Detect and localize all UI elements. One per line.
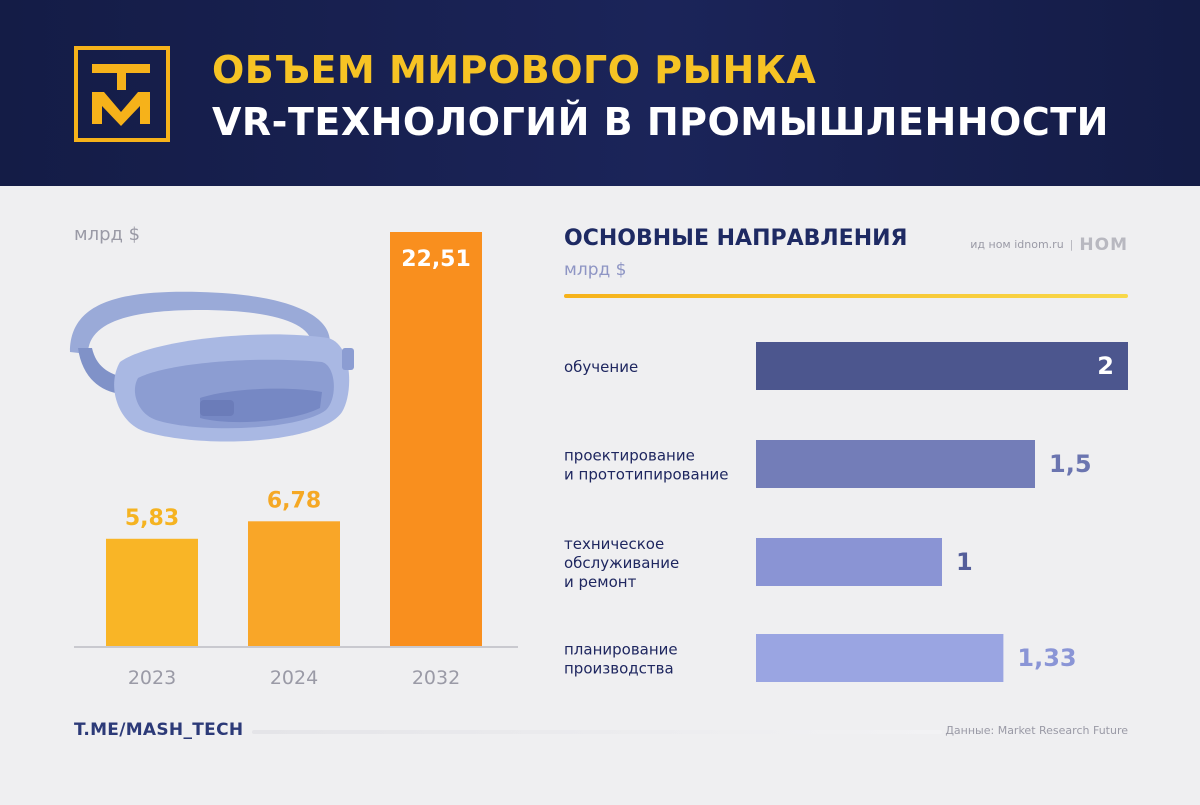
left-chart-unit: млрд $ (74, 224, 141, 245)
left-chart-baseline (74, 646, 518, 648)
category-label-1-1: и прототипирование (564, 466, 729, 484)
hbar-2 (756, 538, 942, 586)
mash-logo-icon (74, 46, 170, 142)
hbar-0 (756, 342, 1128, 390)
title-line-2: VR-ТЕХНОЛОГИЙ В ПРОМЫШЛЕННОСТИ (212, 100, 1109, 144)
category-label-1-0: проектирование (564, 447, 695, 465)
bar-value-label-2023: 5,83 (125, 506, 179, 531)
hbar-3 (756, 634, 1004, 682)
x-tick-label-2032: 2032 (412, 667, 460, 689)
hbar-1 (756, 440, 1035, 488)
category-label-0-0: обучение (564, 358, 638, 376)
bar-2023 (106, 538, 198, 646)
gold-divider (564, 294, 1128, 298)
category-label-2-1: обслуживание (564, 554, 679, 572)
bar-2032 (390, 232, 482, 646)
header-banner: ОБЪЕМ МИРОВОГО РЫНКА VR-ТЕХНОЛОГИЙ В ПРО… (0, 0, 1200, 186)
footer-channel-link[interactable]: T.ME/MASH_TECH (74, 720, 244, 740)
category-label-2-0: техническое (564, 535, 664, 553)
footer-divider (252, 730, 942, 734)
hbar-value-label-0: 2 (1097, 352, 1114, 380)
brand-separator: | (1069, 238, 1074, 251)
x-tick-label-2023: 2023 (128, 667, 176, 689)
x-tick-label-2024: 2024 (270, 667, 318, 689)
hbar-value-label-1: 1,5 (1049, 450, 1092, 478)
brand-small-text: ид ном idnom.ru (970, 238, 1064, 251)
footer-source: Данные: Market Research Future (945, 724, 1128, 737)
hbar-value-label-2: 1 (956, 548, 973, 576)
brand-mark: ид ном idnom.ru | НОМ (970, 235, 1128, 255)
nom-logo: НОМ (1079, 235, 1128, 255)
bar-value-label-2024: 6,78 (267, 488, 321, 513)
right-chart-title: ОСНОВНЫЕ НАПРАВЛЕНИЯ (564, 226, 908, 251)
category-label-3-1: производства (564, 660, 674, 678)
right-chart-unit: млрд $ (564, 260, 627, 280)
bar-value-label-2032: 22,51 (401, 247, 471, 272)
title-line-1: ОБЪЕМ МИРОВОГО РЫНКА (212, 48, 817, 92)
category-label-3-0: планирование (564, 641, 678, 659)
category-label-2-2: и ремонт (564, 573, 637, 591)
hbar-value-label-3: 1,33 (1017, 644, 1076, 672)
bar-2024 (248, 521, 340, 646)
vr-headset-image (70, 291, 354, 442)
